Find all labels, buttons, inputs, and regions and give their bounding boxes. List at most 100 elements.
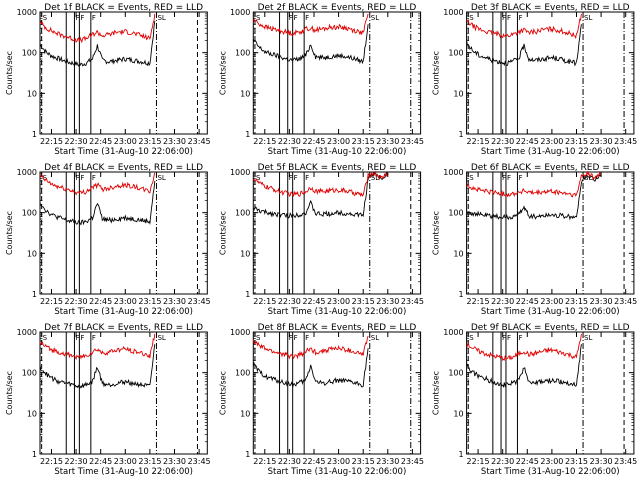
y-tick-label: 10 — [27, 89, 37, 98]
y-tick-label: 10 — [240, 89, 250, 98]
series-line-events — [467, 344, 582, 387]
x-tick-label: 22:45 — [302, 457, 325, 466]
x-tick-label: 22:15 — [467, 137, 490, 146]
y-axis-label: Counts/sec — [218, 371, 227, 415]
y-axis-label: Counts/sec — [218, 51, 227, 95]
x-tick-label: 23:00 — [327, 137, 350, 146]
event-marker-label: S — [469, 174, 474, 182]
event-marker-label: F — [294, 174, 298, 182]
y-tick-label: 10 — [240, 249, 250, 258]
y-tick-label: 1000 — [230, 168, 250, 177]
y-tick-label: 1 — [245, 130, 250, 139]
y-tick-label: 1000 — [17, 8, 37, 17]
x-tick-label: 22:30 — [65, 297, 88, 306]
x-tick-label: 23:00 — [540, 137, 563, 146]
x-tick-label: 23:00 — [540, 297, 563, 306]
y-axis-label: Counts/sec — [5, 211, 14, 255]
x-tick-label: 23:30 — [376, 457, 399, 466]
x-tick-label: 23:45 — [401, 297, 424, 306]
x-tick-label: 22:15 — [40, 137, 63, 146]
event-marker-label: F — [507, 334, 511, 342]
x-tick-label: 22:45 — [302, 137, 325, 146]
x-tick-label: 22:30 — [491, 137, 514, 146]
x-tick-label: 23:15 — [565, 457, 588, 466]
x-tick-label: 23:45 — [188, 457, 211, 466]
y-tick-label: 1000 — [17, 168, 37, 177]
series-line-events — [253, 348, 368, 387]
plot-panel-2: Det 2f BLACK = Events, RED = LLD 1 10 100 10… — [218, 3, 424, 157]
x-tick-label: 22:30 — [278, 457, 301, 466]
y-tick-label: 1 — [459, 450, 464, 459]
series-line-events — [253, 24, 368, 63]
plot-panel-9: Det 9f BLACK = Events, RED = LLD11010010… — [432, 323, 638, 477]
x-tick-label: 23:15 — [565, 137, 588, 146]
event-marker-label: F — [518, 174, 522, 182]
y-axis-label: Counts/sec — [432, 371, 441, 415]
event-marker-label: SL — [371, 334, 379, 342]
event-marker-label: S — [256, 334, 261, 342]
plot-panel-4: Det 4f BLACK = Events, RED = LLD11010010… — [5, 163, 211, 317]
event-marker-label: S — [469, 334, 474, 342]
y-tick-label: 100 — [22, 49, 37, 58]
x-tick-label: 22:30 — [65, 137, 88, 146]
y-tick-label: 1 — [32, 290, 37, 299]
x-axis-label: Start Time (31-Aug-10 22:06:00) — [54, 147, 193, 157]
x-axis-label: Start Time (31-Aug-10 22:06:00) — [481, 147, 620, 157]
event-marker-label: F — [80, 174, 84, 182]
y-tick-label: 1000 — [443, 168, 463, 177]
x-axis-label: Start Time (31-Aug-10 22:06:00) — [481, 307, 620, 317]
x-tick-label: 23:30 — [163, 297, 186, 306]
y-tick-label: 1000 — [443, 328, 463, 337]
x-tick-label: 22:45 — [516, 297, 539, 306]
series-line-lld — [253, 14, 368, 36]
plot-frame — [40, 332, 207, 454]
x-tick-label: 22:15 — [253, 457, 276, 466]
y-tick-label: 10 — [27, 249, 37, 258]
plot-panel-3: Det 3f BLACK = Events, RED = LLD 1 10 100 10… — [432, 3, 638, 157]
plot-panel-7: Det 7f BLACK = Events, RED = LLD11010010… — [5, 323, 211, 477]
x-tick-label: 23:45 — [614, 297, 637, 306]
x-axis-label: Start Time (31-Aug-10 22:06:00) — [54, 467, 193, 477]
y-tick-label: 1 — [245, 450, 250, 459]
x-tick-label: 23:30 — [590, 297, 613, 306]
y-tick-label: 10 — [453, 249, 463, 258]
event-marker-label: SL — [157, 334, 165, 342]
event-marker-label: SL — [157, 174, 165, 182]
x-tick-label: 22:30 — [278, 137, 301, 146]
y-axis-label: Counts/sec — [5, 371, 14, 415]
event-marker-label: F — [518, 334, 522, 342]
y-tick-label: 100 — [448, 209, 463, 218]
plot-frame — [467, 12, 634, 134]
event-marker-label: F — [507, 174, 511, 182]
plot-panel-6: Det 6f BLACK = Events, RED = LLD 1 10 100 10… — [432, 163, 638, 317]
x-tick-label: 23:15 — [352, 297, 375, 306]
event-marker-label: F — [294, 334, 298, 342]
x-tick-label: 22:45 — [302, 297, 325, 306]
x-tick-label: 22:45 — [89, 297, 112, 306]
y-tick-label: 1000 — [17, 328, 37, 337]
event-marker-label: F — [305, 174, 309, 182]
x-tick-label: 23:15 — [352, 137, 375, 146]
x-tick-label: 22:30 — [278, 297, 301, 306]
y-tick-label: 100 — [235, 209, 250, 218]
x-tick-label: 22:45 — [89, 137, 112, 146]
x-tick-label: 23:15 — [565, 297, 588, 306]
x-axis-label: Start Time (31-Aug-10 22:06:00) — [54, 307, 193, 317]
x-tick-label: 23:15 — [352, 457, 375, 466]
y-tick-label: 100 — [235, 49, 250, 58]
series-line-events — [467, 174, 601, 219]
series-line-lld — [40, 334, 155, 359]
y-tick-label: 100 — [448, 369, 463, 378]
event-marker-label: F — [507, 14, 511, 22]
x-tick-label: 22:45 — [89, 457, 112, 466]
event-marker-label: F — [305, 14, 309, 22]
event-marker-label: F — [305, 334, 309, 342]
x-tick-label: 23:30 — [163, 457, 186, 466]
x-tick-label: 23:00 — [540, 457, 563, 466]
series-line-events — [40, 21, 155, 66]
event-marker-label: F — [294, 14, 298, 22]
y-tick-label: 1 — [32, 450, 37, 459]
x-tick-label: 23:45 — [614, 137, 637, 146]
x-tick-label: 22:15 — [467, 297, 490, 306]
x-tick-label: 23:45 — [401, 137, 424, 146]
